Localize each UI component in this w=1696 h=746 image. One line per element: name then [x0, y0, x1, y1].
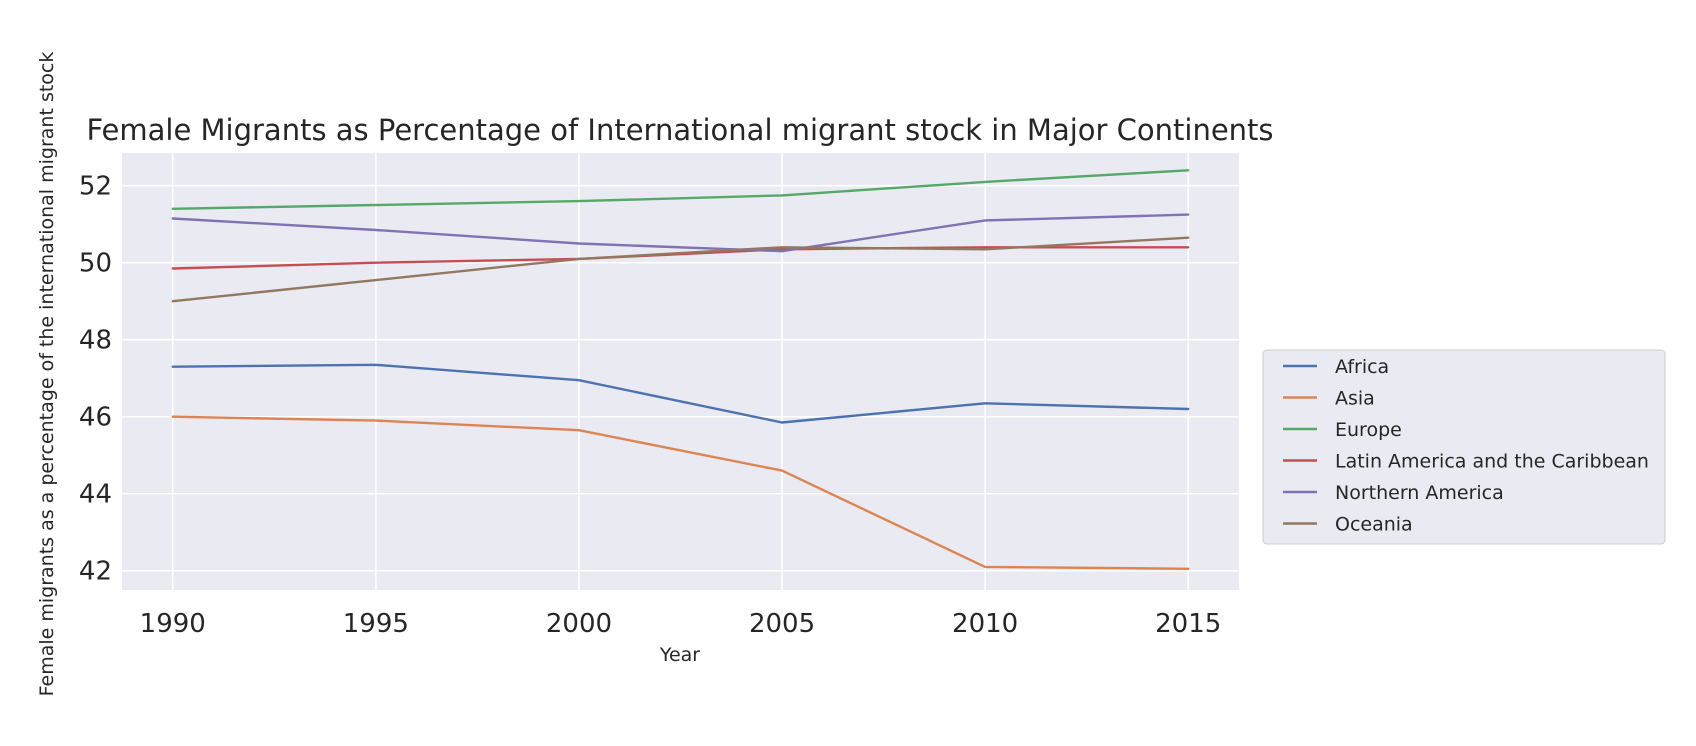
y-axis-label: Female migrants as a percentage of the i…	[36, 52, 58, 697]
legend-box	[1262, 349, 1666, 545]
x-tick-label: 2010	[952, 609, 1018, 639]
legend-label: Asia	[1335, 388, 1375, 410]
series-line-asia	[171, 415, 1190, 570]
legend-label: Northern America	[1335, 482, 1504, 504]
x-tick-label: 2000	[546, 609, 612, 639]
x-tick-labels: 1990 1995 2000 2005 2010 2015	[140, 609, 1222, 639]
legend-label: Oceania	[1335, 514, 1413, 536]
y-tick-labels: 42 44 46 48 50 52	[79, 172, 112, 587]
x-tick-label: 1990	[140, 609, 206, 639]
series-line-oceania	[171, 236, 1190, 303]
legend-label: Latin America and the Caribbean	[1335, 451, 1649, 473]
series-lines	[171, 169, 1190, 570]
y-tick-label: 42	[79, 557, 112, 587]
y-tick-label: 48	[79, 326, 112, 356]
grid-lines	[122, 153, 1239, 590]
legend-items: Africa Asia Europe Latin America and the Ca…	[1283, 356, 1649, 536]
y-tick-label: 52	[79, 172, 112, 202]
y-tick-label: 44	[79, 480, 112, 510]
x-tick-label: 2015	[1155, 609, 1221, 639]
y-tick-label: 50	[79, 249, 112, 279]
series-line-africa	[171, 363, 1190, 424]
legend: Africa Asia Europe Latin America and the Ca…	[1262, 349, 1666, 545]
x-tick-label: 1995	[343, 609, 409, 639]
series-line-europe	[171, 169, 1190, 211]
y-tick-label: 46	[79, 403, 112, 433]
legend-label: Europe	[1335, 419, 1402, 441]
series-line-northern-america	[171, 213, 1190, 253]
legend-label: Africa	[1335, 356, 1389, 378]
chart-title: Female Migrants as Percentage of Interna…	[86, 113, 1273, 147]
x-axis-label: Year	[659, 644, 700, 666]
x-tick-label: 2005	[749, 609, 815, 639]
